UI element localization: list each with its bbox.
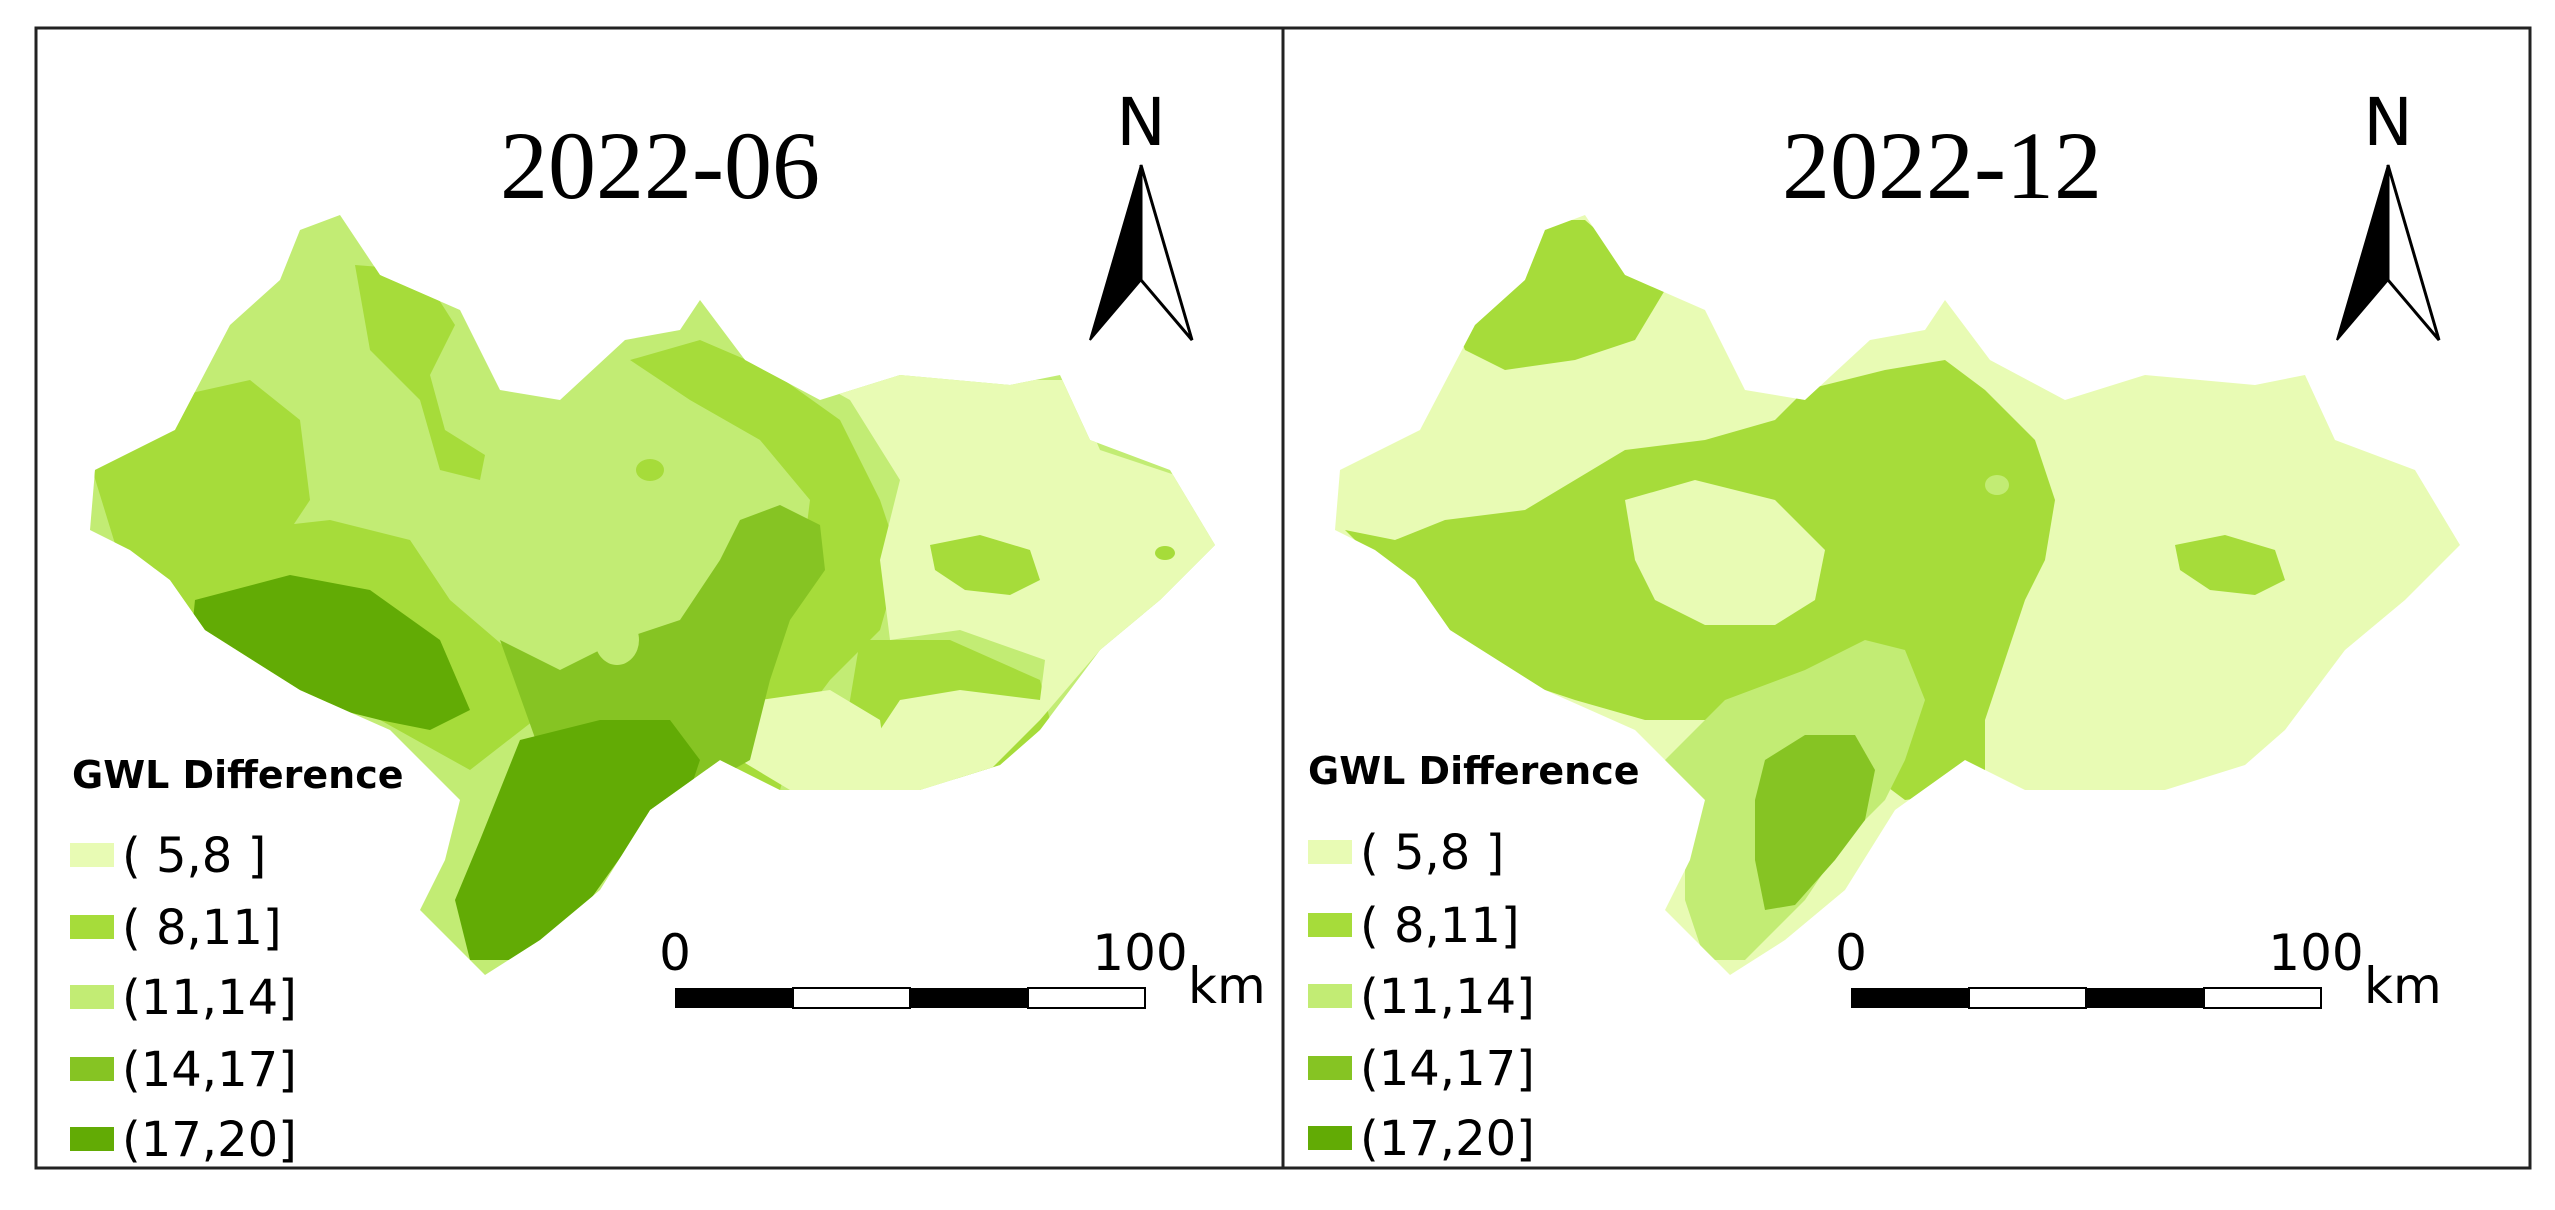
scale-bar: 0 100 km: [659, 924, 1266, 1015]
legend-swatch: [70, 843, 114, 867]
zone-8-11-north: [355, 265, 485, 480]
zone-8-11-eastern-lake: [2175, 535, 2285, 595]
north-label: N: [1116, 84, 1165, 161]
zone-8-11-eastern-lake: [930, 535, 1040, 595]
legend-item: (17,20]: [70, 1112, 297, 1168]
legend-swatch: [70, 915, 114, 939]
legend-label: (17,20]: [1360, 1111, 1535, 1167]
legend-item: (17,20]: [1308, 1111, 1535, 1167]
legend-item: ( 5,8 ]: [1308, 825, 1504, 881]
zone-8-11-eastern-dot: [1155, 546, 1175, 560]
scale-bar: 0 100 km: [1835, 924, 2442, 1015]
zone-5-8-patch: [740, 690, 890, 790]
legend-item: ( 5,8 ]: [70, 828, 266, 884]
legend-title: GWL Difference: [72, 753, 404, 797]
panel-title: 2022-06: [500, 112, 820, 219]
panel-2022-06: 2022-06 N 0 100: [70, 84, 1266, 1168]
scale-end: 100: [2268, 924, 2363, 982]
legend-label: (11,14]: [122, 970, 297, 1026]
scale-unit: km: [2364, 957, 2442, 1015]
legend-item: (14,17]: [1308, 1041, 1535, 1097]
north-label: N: [2363, 84, 2412, 161]
legend-swatch: [1308, 913, 1352, 937]
legend-label: ( 5,8 ]: [1360, 825, 1504, 881]
legend: GWL Difference ( 5,8 ] ( 8,11] (11,14] (…: [70, 753, 404, 1168]
legend-title: GWL Difference: [1308, 749, 1640, 793]
legend-swatch: [70, 985, 114, 1009]
legend-swatch: [1308, 984, 1352, 1008]
legend-swatch: [1308, 840, 1352, 864]
legend-label: ( 5,8 ]: [122, 828, 266, 884]
legend: GWL Difference ( 5,8 ] ( 8,11] (11,14] (…: [1308, 749, 1640, 1167]
scale-unit: km: [1188, 957, 1266, 1015]
zone-11-14-spot: [595, 615, 639, 665]
legend-label: ( 8,11]: [1360, 898, 1520, 954]
legend-item: (11,14]: [1308, 969, 1535, 1025]
legend-item: (14,17]: [70, 1042, 297, 1098]
legend-item: (11,14]: [70, 970, 297, 1026]
north-arrow: N: [2336, 84, 2441, 341]
legend-label: (14,17]: [1360, 1041, 1535, 1097]
zone-14-17-south: [1755, 735, 1875, 910]
zone-8-11-spot: [1985, 475, 2009, 495]
scale-start: 0: [659, 924, 691, 982]
legend-swatch: [70, 1057, 114, 1081]
zone-5-8-pocket: [1625, 480, 1825, 625]
north-arrow: N: [1089, 84, 1194, 341]
legend-item: ( 8,11]: [70, 900, 282, 956]
zone-17-20-south: [455, 720, 700, 960]
legend-swatch: [70, 1127, 114, 1151]
legend-item: ( 8,11]: [1308, 898, 1520, 954]
zone-8-11-east-band: [630, 340, 900, 790]
scale-end: 100: [1092, 924, 1187, 982]
legend-label: (17,20]: [122, 1112, 297, 1168]
scale-start: 0: [1835, 924, 1867, 982]
panel-2022-12: 2022-12 N 0 100 km: [1308, 84, 2460, 1167]
panel-title: 2022-12: [1782, 112, 2102, 219]
legend-label: (14,17]: [122, 1042, 297, 1098]
legend-swatch: [1308, 1126, 1352, 1150]
legend-label: ( 8,11]: [122, 900, 282, 956]
zone-14-17-spot: [636, 459, 664, 481]
legend-swatch: [1308, 1056, 1352, 1080]
legend-label: (11,14]: [1360, 969, 1535, 1025]
